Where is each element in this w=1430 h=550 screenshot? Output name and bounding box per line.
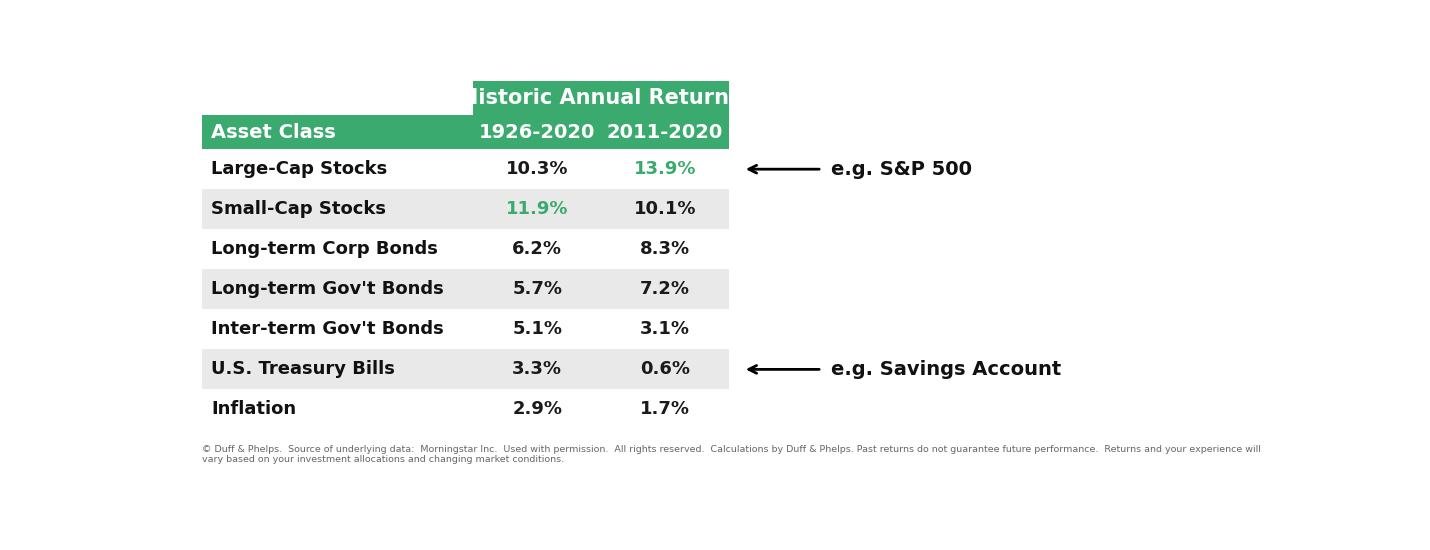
Text: 0.6%: 0.6% — [641, 360, 691, 378]
Text: 10.1%: 10.1% — [633, 200, 696, 218]
Text: 1.7%: 1.7% — [641, 400, 691, 419]
Text: 5.7%: 5.7% — [512, 280, 562, 298]
Bar — [202, 229, 729, 270]
Bar — [473, 81, 729, 116]
Text: 2.9%: 2.9% — [512, 400, 562, 419]
Bar — [202, 189, 729, 229]
Bar — [202, 270, 729, 309]
Text: 3.3%: 3.3% — [512, 360, 562, 378]
Text: e.g. S&P 500: e.g. S&P 500 — [831, 160, 972, 179]
Text: 11.9%: 11.9% — [506, 200, 569, 218]
Text: Historic Annual Returns: Historic Annual Returns — [460, 89, 741, 108]
Text: 13.9%: 13.9% — [633, 160, 696, 178]
Text: 2011-2020: 2011-2020 — [606, 123, 724, 142]
Text: 6.2%: 6.2% — [512, 240, 562, 258]
Bar — [202, 149, 729, 189]
Text: 3.1%: 3.1% — [641, 320, 691, 338]
Text: e.g. Savings Account: e.g. Savings Account — [831, 360, 1061, 379]
Text: © Duff & Phelps.  Source of underlying data:  Morningstar Inc.  Used with permis: © Duff & Phelps. Source of underlying da… — [202, 445, 1261, 464]
Text: 1926-2020: 1926-2020 — [479, 123, 595, 142]
Text: U.S. Treasury Bills: U.S. Treasury Bills — [212, 360, 395, 378]
Text: 8.3%: 8.3% — [641, 240, 691, 258]
Bar — [202, 309, 729, 349]
Bar — [202, 116, 729, 149]
Text: Large-Cap Stocks: Large-Cap Stocks — [212, 160, 388, 178]
Text: Long-term Gov't Bonds: Long-term Gov't Bonds — [212, 280, 445, 298]
Text: 10.3%: 10.3% — [506, 160, 569, 178]
Text: Asset Class: Asset Class — [212, 123, 336, 142]
Text: 7.2%: 7.2% — [641, 280, 691, 298]
Text: Inflation: Inflation — [212, 400, 296, 419]
Text: 5.1%: 5.1% — [512, 320, 562, 338]
Text: Small-Cap Stocks: Small-Cap Stocks — [212, 200, 386, 218]
Bar — [202, 389, 729, 430]
Text: Inter-term Gov't Bonds: Inter-term Gov't Bonds — [212, 320, 445, 338]
Bar — [202, 349, 729, 389]
Text: Long-term Corp Bonds: Long-term Corp Bonds — [212, 240, 438, 258]
